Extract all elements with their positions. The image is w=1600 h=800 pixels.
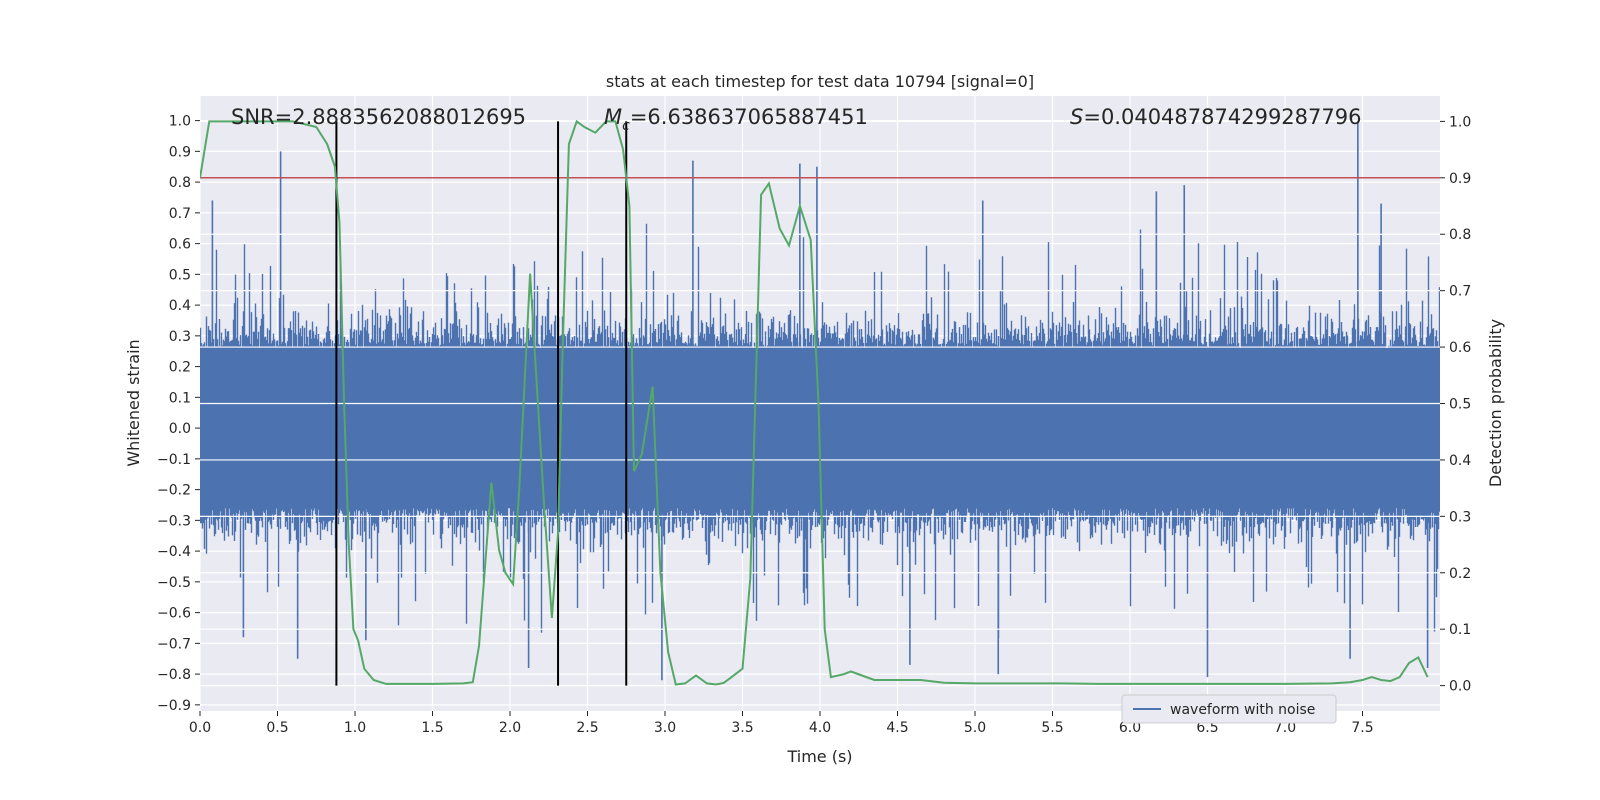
y-tick-label: 0.3: [169, 329, 191, 345]
y-tick-label: −0.7: [157, 636, 191, 652]
y-tick-label: 0.2: [169, 360, 191, 376]
legend: waveform with noise: [1121, 694, 1337, 724]
y2-tick-label: 0.6: [1449, 340, 1471, 356]
y2-tick-label: 0.8: [1449, 227, 1471, 243]
y-axis-label: Whitened strain: [124, 339, 143, 466]
s-symbol: S: [1070, 105, 1083, 129]
legend-box: [1121, 694, 1337, 724]
x-tick-label: 4.5: [886, 720, 908, 736]
y-tick-label: −0.4: [157, 544, 191, 560]
x-tick-label: 1.0: [344, 720, 366, 736]
y-tick-label: −0.2: [157, 483, 191, 499]
y2-tick-label: 0.2: [1449, 566, 1471, 582]
x-tick-label: 0.5: [266, 720, 288, 736]
x-tick-label: 5.5: [1041, 720, 1063, 736]
x-tick-label: 4.0: [809, 720, 831, 736]
y2-tick-label: 1.0: [1449, 114, 1471, 130]
y-tick-label: −0.8: [157, 667, 191, 683]
mc-subscript: c: [622, 118, 630, 134]
y-tick-label: −0.1: [157, 452, 191, 468]
y-tick-label: 0.5: [169, 267, 191, 283]
annotation-mc: Mc=6.638637065887451: [604, 105, 868, 134]
chart-title: stats at each timestep for test data 107…: [606, 72, 1034, 91]
x-tick-label: 0.0: [189, 720, 211, 736]
y-tick-label: 0.7: [169, 206, 191, 222]
s-value: =0.040487874299287796: [1083, 105, 1361, 129]
y2-tick-label: 0.5: [1449, 397, 1471, 413]
y2-tick-label: 0.3: [1449, 509, 1471, 525]
y-tick-label: 0.4: [169, 298, 191, 314]
x-tick-label: 3.5: [731, 720, 753, 736]
y-tick-label: 0.9: [169, 144, 191, 160]
y-tick-label: −0.3: [157, 513, 191, 529]
y2-axis-ticks: 1.0 0.9 0.8 0.7 0.6 0.5 0.4 0.3 0.2 0.1 0.0: [1440, 114, 1471, 695]
y-tick-label: 0.0: [169, 421, 191, 437]
y-tick-label: −0.9: [157, 698, 191, 714]
annotation-snr: SNR=2.8883562088012695: [231, 105, 526, 129]
x-tick-label: 3.0: [654, 720, 676, 736]
x-tick-label: 7.0: [1274, 720, 1296, 736]
x-tick-label: 2.0: [499, 720, 521, 736]
x-tick-label: 2.5: [576, 720, 598, 736]
y2-tick-label: 0.0: [1449, 679, 1471, 695]
y-axis-ticks: 1.0 0.9 0.8 0.7 0.6 0.5 0.4 0.3 0.2 0.1 0.0 −0.1 −0.…: [157, 114, 200, 714]
right-axis-grid: [200, 120, 1440, 687]
x-tick-label: 6.5: [1196, 720, 1218, 736]
y-tick-label: −0.6: [157, 606, 191, 622]
y2-tick-label: 0.9: [1449, 171, 1471, 187]
x-tick-label: 5.0: [964, 720, 986, 736]
y-tick-label: 0.6: [169, 237, 191, 253]
y2-tick-label: 0.4: [1449, 453, 1471, 469]
annotation-s: S=0.040487874299287796: [1070, 105, 1361, 129]
mc-symbol: M: [604, 105, 622, 129]
y-tick-label: 1.0: [169, 114, 191, 130]
y2-tick-label: 0.1: [1449, 622, 1471, 638]
y2-axis-label: Detection probability: [1486, 319, 1505, 487]
y-tick-label: −0.5: [157, 575, 191, 591]
x-tick-label: 6.0: [1119, 720, 1141, 736]
y-tick-label: 0.1: [169, 390, 191, 406]
y-tick-label: 0.8: [169, 175, 191, 191]
mc-value: =6.638637065887451: [630, 105, 868, 129]
x-axis-label: Time (s): [786, 747, 852, 766]
x-tick-label: 1.5: [421, 720, 443, 736]
vertical-markers: [335, 121, 628, 686]
legend-label: waveform with noise: [1170, 702, 1315, 718]
x-tick-label: 7.5: [1351, 720, 1373, 736]
series-detection-probability: [200, 119, 1429, 686]
y2-tick-label: 0.7: [1449, 284, 1471, 300]
